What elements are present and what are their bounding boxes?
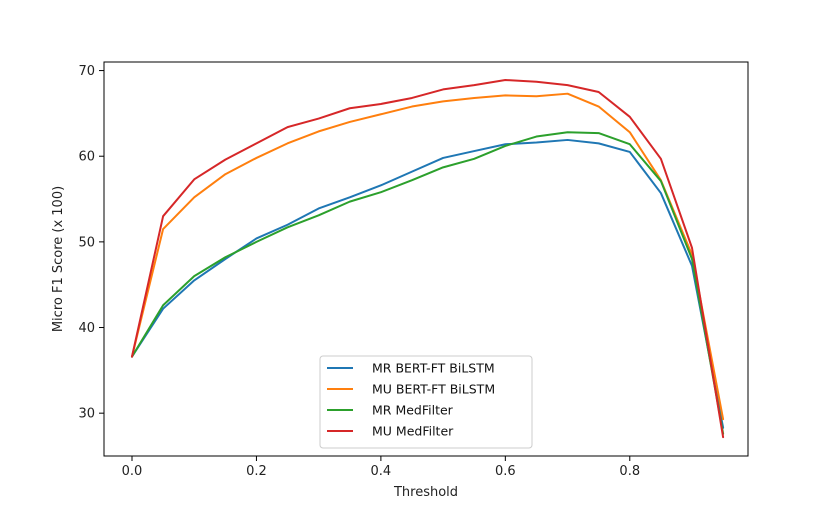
legend-box [319,355,533,449]
series-layer [131,78,725,439]
legend: MR BERT-FT BiLSTM MU BERT-FT BiLSTM MR Med… [319,355,533,449]
x-tick-label: 0.6 [495,464,516,479]
x-tick-label: 0.2 [246,464,267,479]
x-tick-label: 0.4 [371,464,392,479]
legend-entry-label: MR BERT-FT BiLSTM [372,361,495,376]
y-tick-label: 50 [78,235,95,250]
y-axis-label: Micro F1 Score (x 100) [51,186,66,332]
legend-entry-label: MR MedFilter [372,403,454,418]
x-tick-label: 0.0 [122,464,143,479]
x-axis-ticks: 0.0 0.2 0.4 0.6 0.8 [122,456,640,479]
legend-entry-label: MU BERT-FT BiLSTM [372,382,495,397]
y-tick-label: 30 [78,407,95,422]
x-tick-label: 0.8 [619,464,640,479]
plot-area-frame [103,61,749,457]
series-line-4 [131,78,725,439]
series-line-2 [131,92,725,421]
series-line-3 [131,131,725,435]
legend-entry-label: MU MedFilter [372,424,454,439]
y-tick-label: 60 [78,150,95,165]
x-axis-label: Threshold [393,485,458,500]
y-axis-ticks: 30 40 50 60 70 [78,64,104,422]
y-tick-label: 70 [78,64,95,79]
y-tick-label: 40 [78,321,95,336]
